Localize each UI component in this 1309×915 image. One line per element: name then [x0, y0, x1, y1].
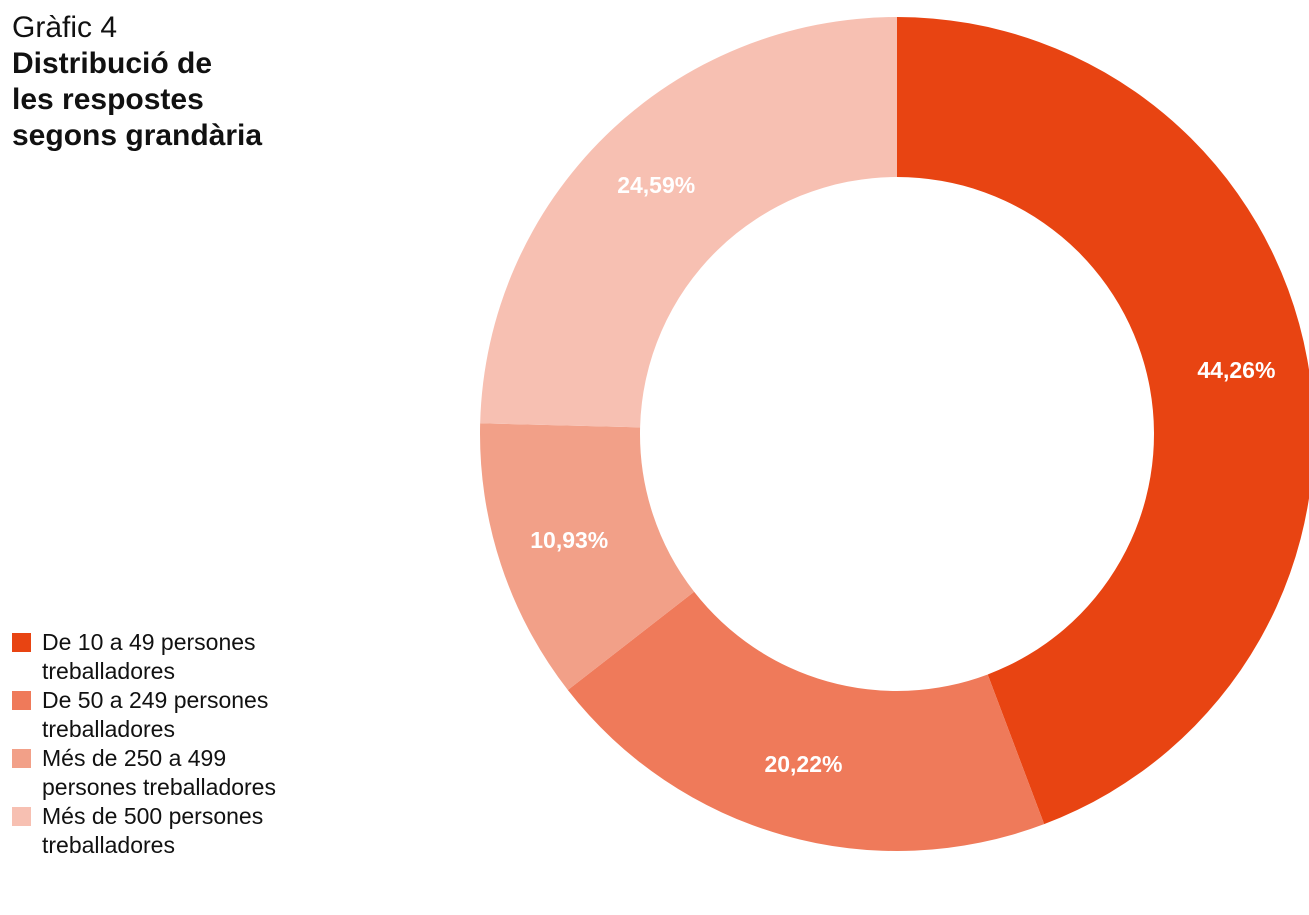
value-label: 24,59% — [617, 172, 695, 198]
slice — [897, 17, 1309, 825]
legend: De 10 a 49 persones treballadores De 50 a… — [12, 628, 302, 860]
value-label: 10,93% — [530, 527, 608, 553]
legend-entry: De 50 a 249 persones treballadores — [12, 686, 302, 744]
legend-swatch — [12, 749, 31, 768]
legend-label: Més de 500 persones treballadores — [42, 803, 264, 858]
legend-swatch — [12, 691, 31, 710]
slice — [567, 591, 1045, 851]
value-label: 44,26% — [1197, 357, 1275, 383]
legend-label: De 50 a 249 persones treballadores — [42, 687, 269, 742]
chart-title: Gràfic 4 — [12, 11, 118, 44]
legend-swatch — [12, 633, 31, 652]
legend-swatch — [12, 807, 31, 826]
legend-entry: De 10 a 49 persones treballadores — [12, 628, 302, 686]
slice — [480, 17, 897, 428]
slice — [480, 423, 695, 690]
legend-label: Més de 250 a 499 persones treballadores — [42, 745, 276, 800]
value-label: 20,22% — [764, 751, 842, 777]
legend-entry: Més de 250 a 499 persones treballadores — [12, 744, 302, 802]
legend-entry: Més de 500 persones treballadores — [12, 802, 302, 860]
legend-label: De 10 a 49 persones treballadores — [42, 629, 256, 684]
chart-subtitle: Distribució de les respostes segons gran… — [12, 47, 263, 152]
